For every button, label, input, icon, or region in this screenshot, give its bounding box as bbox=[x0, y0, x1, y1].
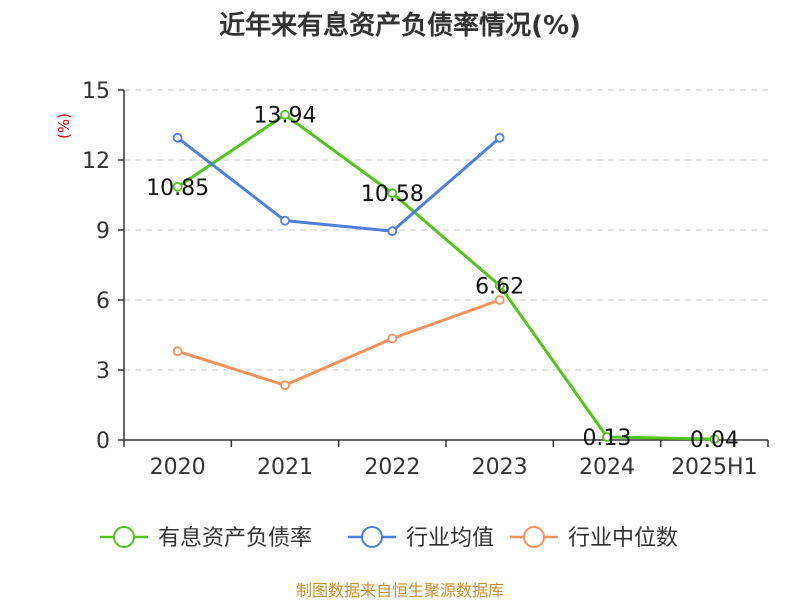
data-point bbox=[280, 380, 290, 391]
data-point bbox=[494, 295, 505, 305]
data-point bbox=[709, 434, 720, 444]
data-point bbox=[602, 432, 612, 442]
data-point bbox=[387, 226, 398, 237]
grid-lines bbox=[124, 89, 768, 371]
data-label: 6.62 bbox=[475, 275, 524, 300]
y-axis-label: (%) bbox=[55, 113, 73, 139]
x-tick-label: 2025H1 bbox=[671, 455, 758, 480]
data-labels: 10.85 13.94 10.58 6.62 0.13 0.04 bbox=[146, 104, 739, 453]
legend-label: 行业均值 bbox=[406, 526, 494, 551]
data-point bbox=[172, 346, 183, 357]
data-label: 13.94 bbox=[254, 104, 317, 129]
y-tick-label: 15 bbox=[82, 79, 110, 104]
x-tick-label: 2024 bbox=[579, 455, 635, 480]
x-tick-label: 2023 bbox=[472, 455, 528, 480]
series-group bbox=[172, 109, 720, 444]
data-point bbox=[172, 132, 183, 143]
data-point bbox=[172, 181, 183, 192]
data-label: 10.58 bbox=[361, 182, 424, 207]
data-point bbox=[387, 333, 398, 344]
data-label: 0.13 bbox=[583, 426, 632, 451]
series-line bbox=[177, 298, 501, 387]
legend: 有息资产负债率 行业均值 行业中位数 bbox=[100, 526, 678, 551]
y-tick-label: 6 bbox=[96, 289, 110, 314]
chart-title: 近年来有息资产负债率情况(%) bbox=[219, 10, 581, 41]
legend-label: 行业中位数 bbox=[568, 526, 678, 551]
legend-marker bbox=[113, 526, 135, 548]
data-label: 10.85 bbox=[146, 176, 209, 201]
y-tick-label: 9 bbox=[96, 219, 110, 244]
x-tick-label: 2020 bbox=[150, 455, 206, 480]
axes: 0 3 6 9 12 15 2020 2021 2022 2023 2024 2025H1 bbox=[82, 79, 769, 480]
data-point bbox=[494, 280, 505, 291]
y-tick-label: 12 bbox=[82, 149, 110, 174]
data-point bbox=[280, 109, 290, 120]
data-point bbox=[387, 188, 398, 199]
y-tick-label: 0 bbox=[96, 429, 110, 454]
legend-label: 有息资产负债率 bbox=[158, 526, 312, 551]
y-tick-label: 3 bbox=[96, 359, 110, 384]
x-tick-label: 2022 bbox=[364, 455, 420, 480]
series-line bbox=[176, 136, 501, 233]
data-point bbox=[494, 132, 505, 143]
data-label: 0.04 bbox=[690, 428, 739, 453]
legend-marker bbox=[361, 526, 383, 548]
data-point bbox=[280, 215, 290, 226]
series-line bbox=[176, 113, 715, 441]
x-tick-label: 2021 bbox=[257, 455, 313, 480]
source-note: 制图数据来自恒生聚源数据库 bbox=[296, 581, 504, 600]
legend-marker bbox=[523, 526, 545, 548]
